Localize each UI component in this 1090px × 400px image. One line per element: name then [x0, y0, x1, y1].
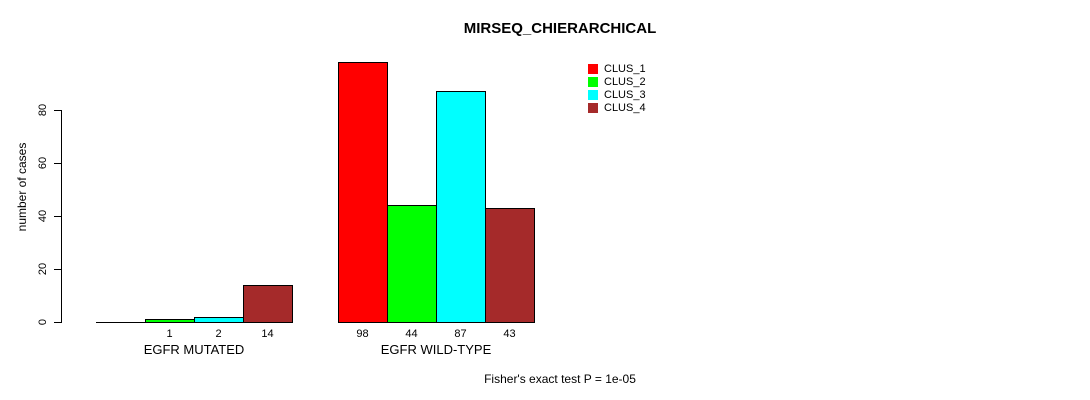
legend-swatch-clus_2 [588, 77, 598, 87]
y-axis-tick-label: 80 [37, 103, 49, 117]
y-axis-tick-label: 60 [37, 156, 49, 170]
bar-clus_4 [485, 208, 535, 323]
legend-entry: CLUS_4 [588, 102, 646, 114]
bar-clus_3 [436, 91, 486, 323]
legend: CLUS_1 CLUS_2 CLUS_3 CLUS_4 [588, 64, 646, 116]
x-axis-category-label: EGFR WILD-TYPE [380, 342, 492, 357]
y-axis-tick-label: 20 [37, 262, 49, 276]
legend-swatch-clus_3 [588, 90, 598, 100]
bar-clus_1 [96, 322, 146, 323]
y-axis-tick [54, 269, 61, 270]
y-axis-tick [54, 216, 61, 217]
bar-clus_2 [145, 319, 195, 323]
legend-entry: CLUS_2 [588, 76, 646, 88]
bar-clus_2 [387, 205, 437, 323]
legend-swatch-clus_1 [588, 64, 598, 74]
stat-annotation: Fisher's exact test P = 1e-05 [484, 372, 636, 386]
bar-value-label: 1 [166, 328, 173, 340]
chart-title: MIRSEQ_CHIERARCHICAL [463, 20, 657, 37]
legend-entry-label: CLUS_3 [604, 89, 646, 101]
y-axis-tick [54, 322, 61, 323]
bar-clus_1 [338, 62, 388, 323]
bar-clus_3 [194, 317, 244, 323]
bar-value-label: 44 [405, 328, 418, 340]
y-axis-tick-label: 40 [37, 209, 49, 223]
legend-entry: CLUS_3 [588, 89, 646, 101]
bar-clus_4 [243, 285, 293, 323]
bar-value-label: 43 [503, 328, 516, 340]
y-axis-title: number of cases [15, 142, 29, 232]
legend-entry-label: CLUS_1 [604, 63, 646, 75]
y-axis-line [61, 110, 62, 323]
bar-value-label: 14 [261, 328, 274, 340]
legend-swatch-clus_4 [588, 103, 598, 113]
legend-entry-label: CLUS_2 [604, 76, 646, 88]
x-axis-category-label: EGFR MUTATED [143, 342, 245, 357]
y-axis-tick [54, 163, 61, 164]
bar-value-label: 87 [454, 328, 467, 340]
bar-value-label: 2 [215, 328, 222, 340]
legend-entry: CLUS_1 [588, 63, 646, 75]
y-axis-tick-label: 0 [37, 318, 49, 326]
y-axis-tick [54, 110, 61, 111]
bar-value-label: 98 [356, 328, 369, 340]
legend-entry-label: CLUS_4 [604, 102, 646, 114]
